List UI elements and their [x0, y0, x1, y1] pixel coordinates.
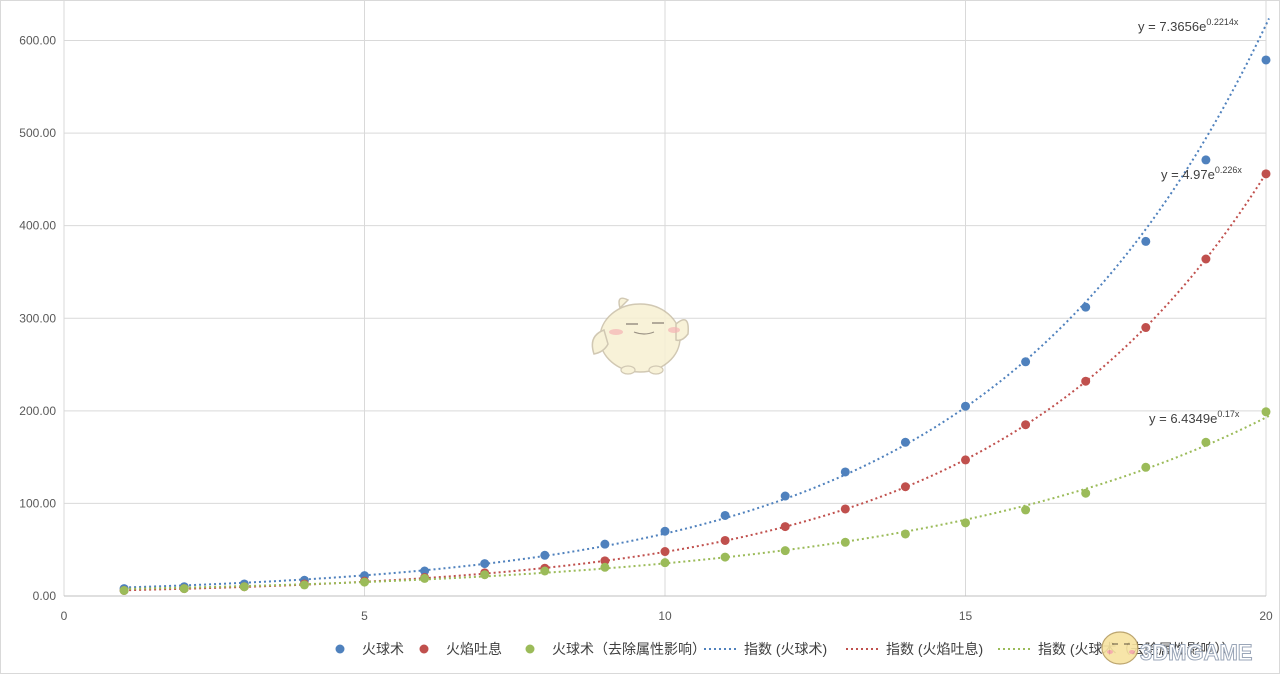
series-1-point — [600, 539, 610, 549]
series-2-point — [660, 547, 670, 557]
mascot-icon — [591, 297, 689, 375]
series-1-point — [420, 566, 430, 576]
y-tick-label: 200.00 — [19, 404, 56, 418]
series-1-point — [1141, 236, 1151, 246]
series-1-point — [480, 559, 490, 569]
series-3-point — [1201, 437, 1211, 447]
watermark: 3DMGAME — [1101, 631, 1253, 666]
series-3-point — [480, 570, 490, 580]
trendline-equation-1: y = 7.3656e0.2214x — [1138, 17, 1239, 34]
legend-label: 火球术 — [362, 641, 404, 657]
series-1-point — [780, 491, 790, 501]
gridlines — [63, 0, 1267, 596]
axes: 0.00 100.00 200.00 300.00 400.00 500.00 600.00… — [19, 34, 1273, 624]
trendlines — [124, 18, 1270, 592]
series-3-point — [1021, 505, 1031, 515]
series-3-point — [720, 552, 730, 562]
series-1-point — [540, 550, 550, 560]
series-3-point — [239, 582, 249, 592]
series-1-point — [660, 526, 670, 536]
watermark-text: 3DMGAME — [1140, 640, 1252, 665]
series-2-point — [900, 482, 910, 492]
legend-marker — [525, 644, 535, 654]
equation-exponent: 0.17x — [1217, 409, 1240, 419]
series-1-point — [1081, 302, 1091, 312]
x-tick-label: 0 — [61, 609, 68, 623]
series-3-point — [1141, 462, 1151, 472]
series-1-point — [720, 510, 730, 520]
series-2-point — [840, 504, 850, 514]
series-3-point — [1261, 407, 1271, 417]
equation-exponent: 0.226x — [1215, 165, 1243, 175]
series-3-point — [420, 573, 430, 583]
series-3-point — [600, 562, 610, 572]
series-2-point — [1261, 169, 1271, 179]
series-1-point — [1021, 357, 1031, 367]
series-2-point — [961, 455, 970, 465]
equation-base: y = 7.3656e — [1138, 19, 1206, 34]
data-points — [119, 55, 1271, 595]
equation-exponent: 0.2214x — [1206, 17, 1239, 27]
series-2-point — [1081, 376, 1091, 386]
trendline-equation-2: y = 4.97e0.226x — [1161, 165, 1242, 182]
equation-base: y = 4.97e — [1161, 167, 1215, 182]
legend-marker — [419, 644, 429, 654]
series-3-point — [961, 518, 970, 528]
x-tick-label: 15 — [959, 609, 973, 623]
legend-label: 指数 (火焰吐息) — [886, 641, 983, 657]
trendline-1 — [124, 18, 1270, 589]
x-tick-label: 20 — [1259, 609, 1273, 623]
legend-label: 火焰吐息 — [446, 641, 502, 657]
y-tick-label: 0.00 — [33, 589, 57, 603]
y-tick-label: 100.00 — [19, 496, 56, 510]
series-1-point — [1201, 155, 1211, 165]
equation-base: y = 6.4349e — [1149, 411, 1217, 426]
series-3-point — [1081, 488, 1091, 498]
series-3-point — [119, 585, 129, 595]
series-3-point — [540, 566, 550, 576]
series-3-point — [360, 577, 369, 587]
trendline-3 — [124, 415, 1270, 590]
series-3-point — [299, 580, 309, 590]
series-1-point — [1261, 55, 1271, 65]
series-3-point — [840, 537, 850, 547]
series-2-point — [1021, 420, 1031, 430]
series-3-point — [660, 558, 670, 568]
legend-marker — [335, 644, 345, 654]
series-3-point — [179, 584, 189, 594]
y-tick-label: 600.00 — [19, 34, 56, 48]
legend-label: 火球术（去除属性影响） — [552, 641, 706, 657]
series-2-point — [720, 535, 730, 545]
x-tick-label: 10 — [658, 609, 672, 623]
series-3-point — [780, 546, 790, 556]
series-3-point — [900, 529, 910, 539]
y-tick-label: 500.00 — [19, 126, 56, 140]
y-tick-label: 300.00 — [19, 311, 56, 325]
y-tick-label: 400.00 — [19, 219, 56, 233]
legend: 火球术 火焰吐息 火球术（去除属性影响） 指数 (火球术) 指数 (火焰吐息) 指数 (火… — [335, 641, 1236, 657]
series-2-point — [780, 522, 790, 532]
trendline-equation-3: y = 6.4349e0.17x — [1149, 409, 1240, 426]
watermark-mascot-icon — [1101, 631, 1139, 665]
series-1-point — [961, 401, 970, 411]
trendline-equations: y = 7.3656e0.2214x y = 4.97e0.226x y = 6.4… — [1138, 17, 1242, 426]
series-1-point — [900, 437, 910, 447]
series-1-point — [840, 467, 850, 477]
legend-label: 指数 (火球术) — [744, 641, 827, 657]
series-2-point — [1141, 323, 1151, 333]
x-tick-label: 5 — [361, 609, 368, 623]
series-2-point — [1201, 254, 1211, 264]
series-2-point — [600, 556, 610, 566]
